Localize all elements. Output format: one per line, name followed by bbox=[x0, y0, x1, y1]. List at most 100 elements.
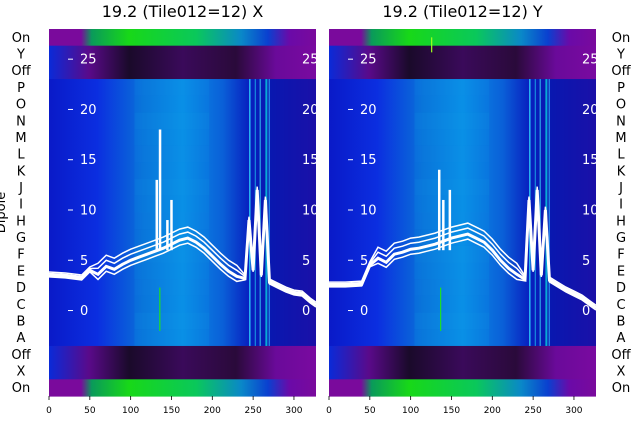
row-label: N bbox=[616, 114, 626, 129]
overlay-ytick-label: 10 bbox=[360, 203, 377, 218]
heatmap-row bbox=[329, 345, 596, 364]
overlay-ytick-label-right: 25 bbox=[582, 53, 599, 68]
xtick-label: 200 bbox=[204, 406, 221, 416]
row-label: Off bbox=[611, 348, 631, 363]
heatmap-row bbox=[329, 379, 596, 397]
xtick-label: 0 bbox=[326, 406, 332, 416]
heatmap-band bbox=[414, 262, 490, 280]
heatmap-band bbox=[134, 145, 210, 163]
stripe bbox=[249, 79, 251, 346]
chart-title: 19.2 (Tile012=12) X bbox=[102, 2, 264, 21]
overlay-ytick-label: 15 bbox=[80, 153, 97, 168]
row-label: G bbox=[16, 231, 26, 246]
overlay-ytick-label: 0 bbox=[360, 304, 368, 319]
heatmap-band bbox=[414, 179, 490, 196]
overlay-ytick-label-right: 20 bbox=[302, 103, 319, 118]
xtick-label: 100 bbox=[402, 406, 419, 416]
row-label: B bbox=[617, 314, 626, 329]
heatmap-band bbox=[414, 145, 490, 163]
row-label: I bbox=[619, 198, 623, 213]
row-label: L bbox=[17, 148, 25, 163]
row-label: Off bbox=[611, 64, 631, 79]
overlay-curve bbox=[329, 191, 597, 311]
xtick-label: 150 bbox=[163, 406, 180, 416]
heatmap-band bbox=[134, 279, 210, 296]
row-label: P bbox=[17, 81, 25, 96]
overlay-ytick-label: 25 bbox=[80, 53, 97, 68]
heatmap-band bbox=[414, 279, 490, 296]
xtick-label: 300 bbox=[565, 406, 582, 416]
heatmap-band bbox=[134, 245, 210, 263]
row-label: J bbox=[18, 181, 23, 196]
overlay-curve bbox=[48, 189, 317, 307]
overlay-ytick-label-right: 5 bbox=[582, 254, 590, 269]
heatmap-row bbox=[49, 62, 316, 80]
row-label: E bbox=[617, 264, 625, 279]
row-label: H bbox=[616, 214, 626, 229]
row-label: K bbox=[617, 164, 626, 179]
row-label: O bbox=[16, 98, 26, 113]
y-axis-label: Dipole bbox=[0, 192, 9, 233]
xtick-label: 100 bbox=[122, 406, 139, 416]
row-label: C bbox=[616, 298, 625, 313]
row-label: Off bbox=[11, 348, 31, 363]
stripe bbox=[548, 79, 550, 346]
row-label: I bbox=[19, 198, 23, 213]
row-label: On bbox=[612, 381, 630, 396]
row-label: X bbox=[617, 364, 626, 379]
row-label: D bbox=[16, 281, 26, 296]
heatmap-row bbox=[49, 45, 316, 63]
overlay-curve bbox=[329, 188, 597, 308]
row-label: D bbox=[616, 281, 626, 296]
overlay-ytick-label: 15 bbox=[360, 153, 377, 168]
row-label: On bbox=[12, 381, 30, 396]
row-label: Y bbox=[616, 48, 625, 63]
overlay-curve bbox=[48, 191, 317, 308]
overlay-curve bbox=[329, 186, 597, 306]
overlay-ytick-label: 5 bbox=[80, 254, 88, 269]
heatmap-band bbox=[414, 129, 490, 146]
overlay-curve bbox=[329, 189, 597, 310]
overlay-ytick-label-right: 0 bbox=[582, 304, 590, 319]
heatmap-band bbox=[414, 79, 490, 96]
row-label: N bbox=[16, 114, 26, 129]
overlay-curve bbox=[48, 188, 317, 305]
heatmap-band bbox=[414, 95, 490, 113]
overlay-curve bbox=[48, 186, 317, 303]
overlay-ytick-label: 5 bbox=[360, 254, 368, 269]
row-label: On bbox=[612, 31, 630, 46]
xtick-label: 150 bbox=[443, 406, 460, 416]
heatmap-band bbox=[414, 162, 490, 180]
row-label: J bbox=[618, 181, 623, 196]
row-label: M bbox=[15, 131, 26, 146]
row-label: O bbox=[616, 98, 626, 113]
overlay-ytick-label: 10 bbox=[80, 203, 97, 218]
heatmap-band bbox=[414, 312, 490, 330]
row-label: K bbox=[17, 164, 26, 179]
row-label: F bbox=[617, 248, 624, 263]
xtick-label: 250 bbox=[525, 406, 542, 416]
overlay-ytick-label-right: 15 bbox=[582, 153, 599, 168]
heatmap-band bbox=[414, 245, 490, 263]
row-label: B bbox=[17, 314, 26, 329]
heatmap-row bbox=[329, 362, 596, 380]
xtick-label: 50 bbox=[364, 406, 376, 416]
stripe bbox=[539, 79, 541, 346]
overlay-ytick-label-right: 0 bbox=[302, 304, 310, 319]
heatmap-band bbox=[134, 312, 210, 330]
xtick-label: 0 bbox=[46, 406, 52, 416]
overlay-ytick-label: 0 bbox=[80, 304, 88, 319]
row-label: A bbox=[17, 331, 26, 346]
overlay-ytick-label-right: 25 bbox=[302, 53, 319, 68]
heatmap-row bbox=[49, 379, 316, 397]
heatmap-row bbox=[49, 345, 316, 364]
xtick-label: 300 bbox=[285, 406, 302, 416]
stripe bbox=[268, 79, 270, 346]
green-glitch bbox=[440, 287, 442, 331]
row-label: P bbox=[617, 81, 625, 96]
stripe bbox=[259, 79, 261, 346]
